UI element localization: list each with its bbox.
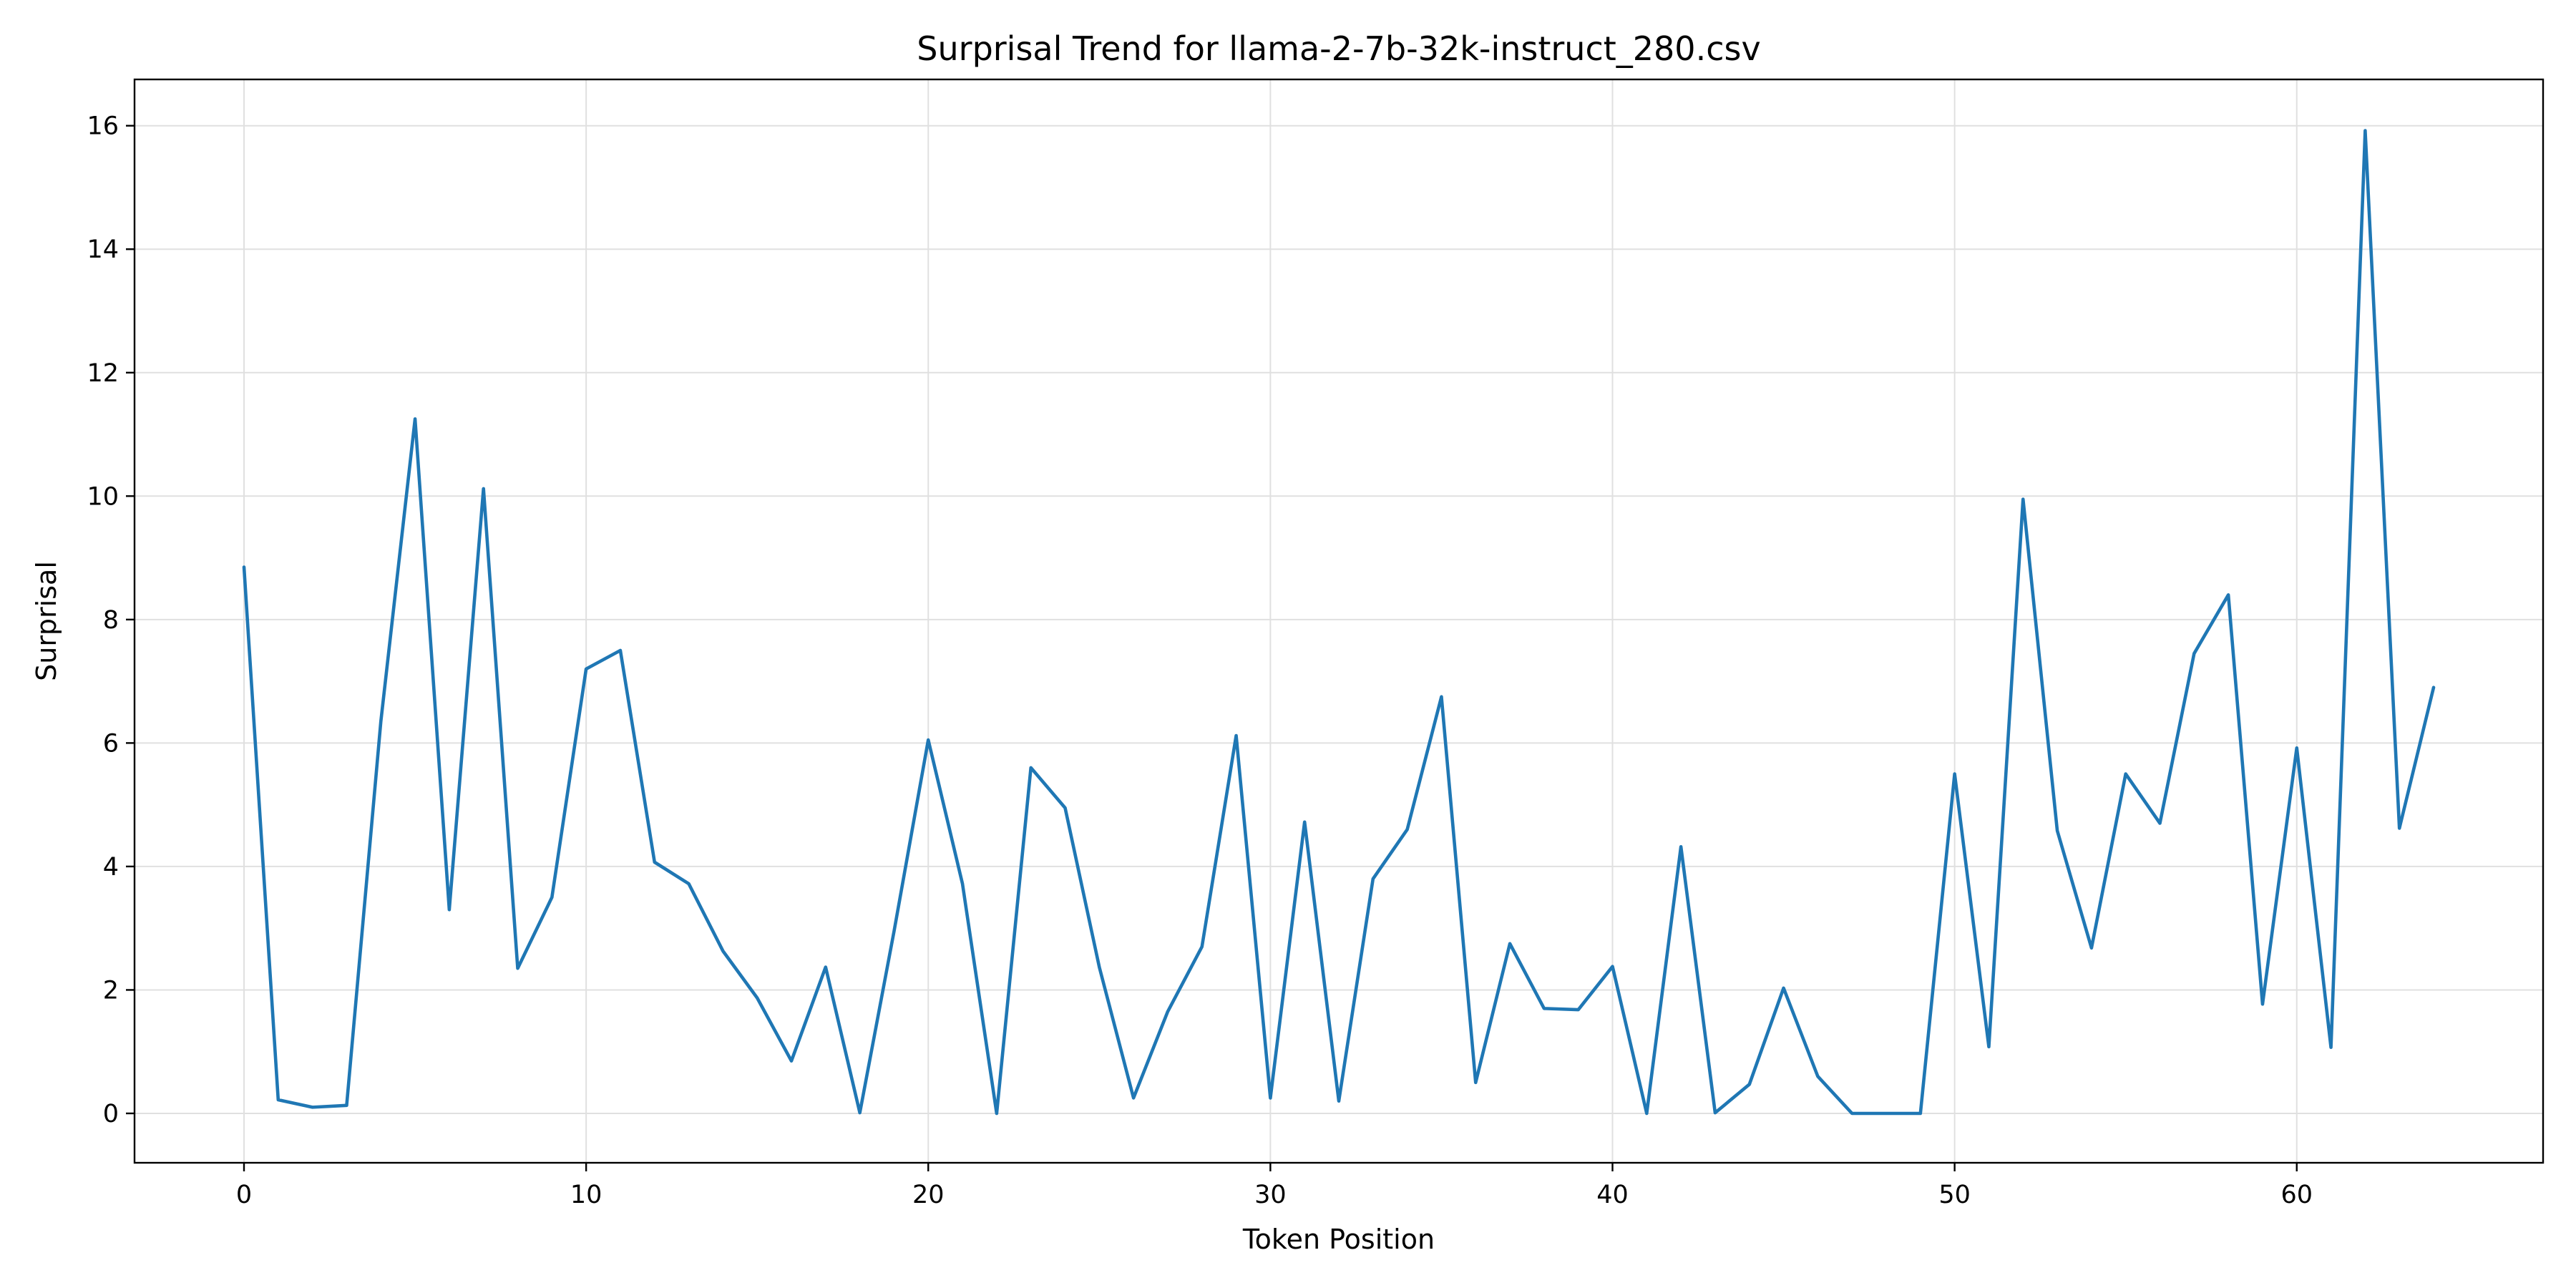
y-tick-label: 12 [87,359,119,388]
x-tick-label: 50 [1938,1181,1971,1209]
y-tick-label: 0 [103,1100,119,1128]
y-tick-label: 6 [103,729,119,758]
x-tick-label: 10 [570,1181,602,1209]
y-tick-label: 8 [103,606,119,635]
x-tick-label: 0 [236,1181,252,1209]
x-tick-label: 30 [1254,1181,1287,1209]
x-tick-label: 40 [1596,1181,1629,1209]
plot-frame [133,78,2545,1164]
y-tick-label: 16 [87,112,119,141]
y-axis-label: Surprisal [31,561,62,681]
x-tick-label: 20 [912,1181,945,1209]
x-tick-label: 60 [2280,1181,2313,1209]
y-tick-label: 10 [87,482,119,511]
y-tick-label: 14 [87,235,119,264]
series-layer [242,129,2436,1116]
surprisal-series-line [242,129,2436,1116]
y-tick-label: 4 [103,853,119,882]
x-axis-label: Token Position [1242,1224,1435,1255]
chart-title: Surprisal Trend for llama-2-7b-32k-instr… [917,29,1760,68]
y-tick-label: 2 [103,976,119,1005]
grid [135,79,2543,1163]
axis-ticks: 0 10 20 30 40 50 60 0 2 4 6 8 10 12 14 16 [87,112,2313,1209]
